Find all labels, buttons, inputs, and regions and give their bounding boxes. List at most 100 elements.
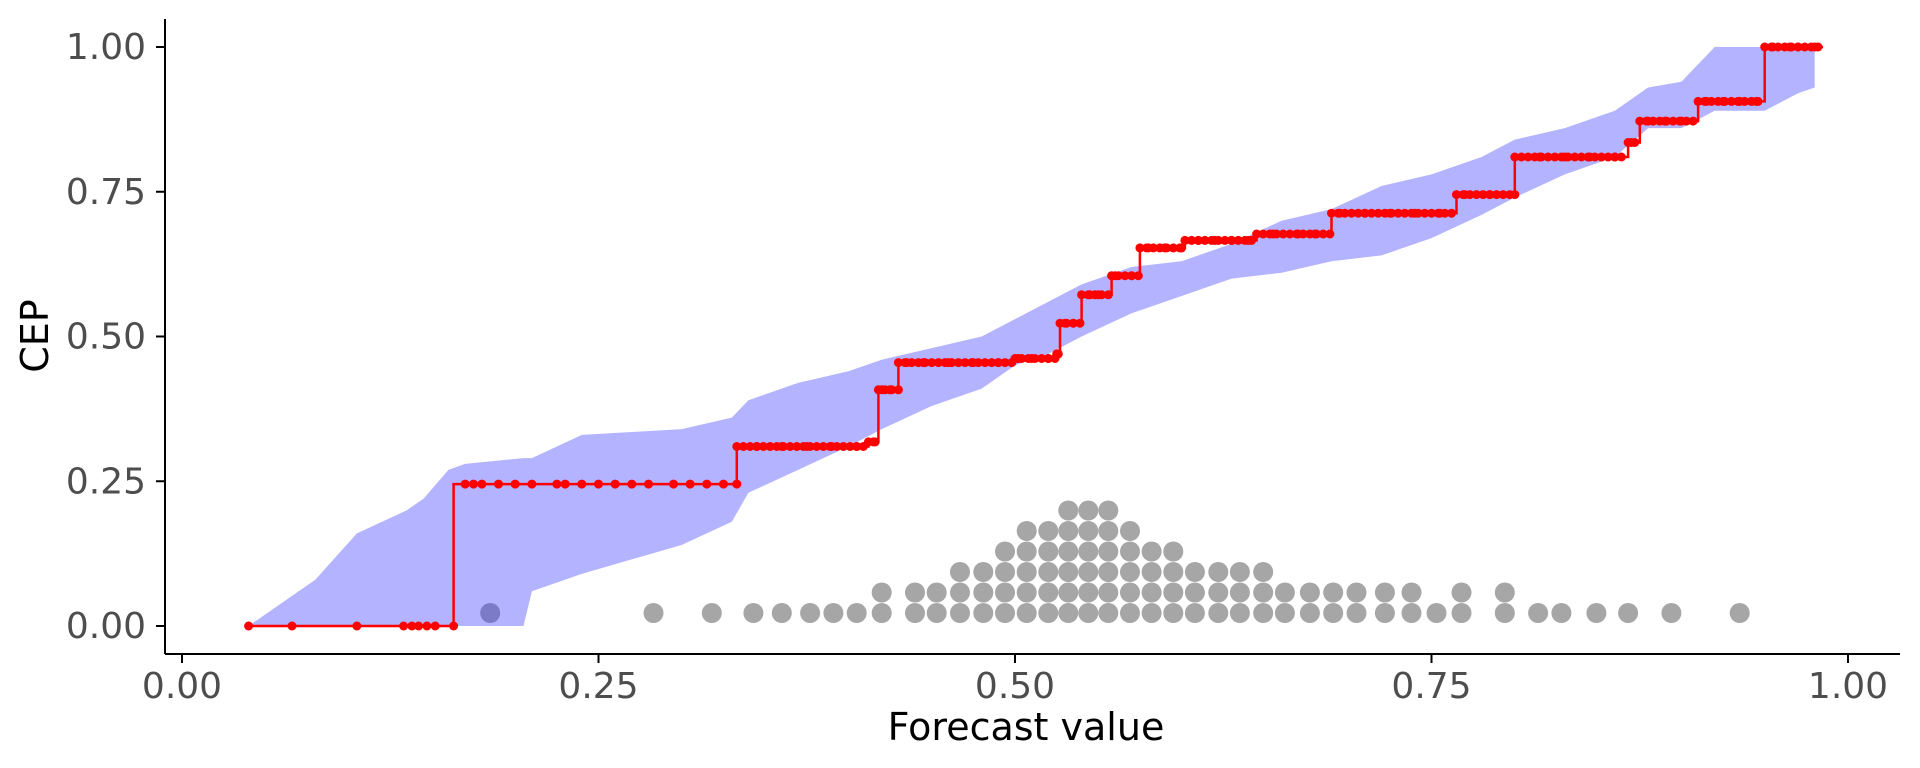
forecast-dot <box>1078 500 1099 521</box>
cep-point <box>1630 138 1640 147</box>
cep-point <box>907 358 917 368</box>
cep-point <box>1387 208 1396 218</box>
cep-point <box>1318 229 1328 239</box>
forecast-dot <box>1208 562 1229 582</box>
cep-point <box>845 442 855 451</box>
forecast-dot <box>1078 603 1099 623</box>
forecast-dot <box>1141 603 1162 623</box>
cep-point <box>920 358 930 368</box>
cep-point <box>1367 208 1376 218</box>
forecast-dot <box>950 562 970 582</box>
forecast-dot <box>1120 603 1140 623</box>
cep-point <box>805 442 815 451</box>
cep-point <box>1017 354 1027 363</box>
cep-point <box>1681 116 1691 126</box>
x-tick-label: 0.25 <box>558 666 638 707</box>
cep-point <box>1043 354 1053 363</box>
cep-point <box>1616 152 1626 162</box>
cep-point <box>745 442 755 451</box>
cep-point <box>1233 235 1243 245</box>
forecast-dot <box>823 603 844 623</box>
x-tick-label: 0.00 <box>142 666 222 707</box>
cep-point <box>1207 235 1217 245</box>
cep-point <box>1720 96 1730 106</box>
forecast-dot <box>1016 541 1037 562</box>
forecast-dot <box>1078 521 1099 541</box>
cep-point <box>414 621 424 631</box>
forecast-dot <box>926 582 947 603</box>
cep-point <box>1325 229 1335 239</box>
forecast-dot <box>1078 541 1099 562</box>
forecast-dot <box>1374 603 1395 623</box>
cep-point <box>738 442 748 451</box>
cep-point <box>1596 152 1606 162</box>
cep-point <box>594 479 603 489</box>
forecast-dot <box>1184 562 1205 582</box>
cep-point <box>560 479 570 489</box>
cep-point <box>1793 42 1803 52</box>
forecast-dot <box>1451 603 1472 623</box>
cep-point <box>1440 208 1450 218</box>
cep-point <box>1075 318 1085 328</box>
forecast-dot <box>1163 541 1184 562</box>
cep-point <box>960 358 970 368</box>
cep-point <box>1420 208 1430 218</box>
cep-point <box>1543 152 1553 162</box>
cep-point <box>1635 116 1645 126</box>
forecast-dot <box>1016 562 1037 582</box>
cep-point <box>1037 354 1047 363</box>
cep-point <box>1458 190 1468 200</box>
cep-point <box>1227 235 1237 245</box>
cep-point <box>644 479 653 489</box>
cep-point <box>1010 354 1020 363</box>
cep-point <box>1693 96 1703 106</box>
cep-point <box>1648 116 1658 126</box>
cep-point <box>1556 152 1566 162</box>
cep-point <box>1452 190 1461 200</box>
cep-point <box>900 358 910 368</box>
cep-point <box>430 621 440 631</box>
cep-point <box>1413 208 1423 218</box>
cep-point <box>352 621 362 631</box>
cep-point <box>627 479 637 489</box>
cep-point <box>1258 229 1268 239</box>
forecast-dot <box>1038 562 1059 582</box>
forecast-dot <box>1098 603 1119 623</box>
cep-point <box>1713 96 1723 106</box>
cep-point <box>1327 208 1336 218</box>
forecast-dot <box>1229 562 1250 582</box>
cep-point <box>893 358 903 368</box>
cep-point <box>1726 96 1736 106</box>
cep-point <box>1142 243 1152 253</box>
forecast-dot <box>1120 582 1140 603</box>
cep-point <box>1498 190 1508 200</box>
forecast-dot <box>1038 603 1059 623</box>
cep-point <box>510 479 520 489</box>
cep-point <box>1485 190 1495 200</box>
cep-point <box>772 442 782 451</box>
cep-point <box>1113 271 1123 281</box>
cep-point <box>1062 318 1072 328</box>
forecast-dot <box>1038 582 1059 603</box>
cep-point <box>1360 208 1370 218</box>
cep-point <box>1193 235 1203 245</box>
cep-point <box>422 621 432 631</box>
cep-point <box>477 479 487 489</box>
forecast-dot <box>1494 582 1515 603</box>
cep-point <box>873 385 883 395</box>
cep-point <box>1247 235 1257 245</box>
cep-point <box>1353 208 1363 218</box>
cep-point <box>1590 152 1600 162</box>
forecast-dot <box>995 582 1015 603</box>
cep-point <box>1706 96 1716 106</box>
cep-point <box>832 442 842 451</box>
cep-point <box>798 442 808 451</box>
highlight-dot <box>480 603 501 623</box>
forecast-dot <box>1058 582 1079 603</box>
cep-point <box>719 479 728 489</box>
cep-point <box>893 385 903 395</box>
cep-point <box>1120 271 1130 281</box>
cep-point <box>1090 290 1100 300</box>
forecast-dot <box>1078 562 1099 582</box>
